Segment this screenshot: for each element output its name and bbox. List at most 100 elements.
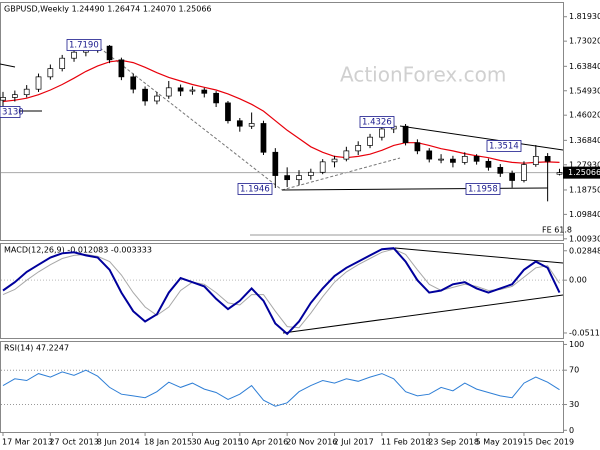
annotation-box [465, 183, 501, 195]
candle-body [11, 94, 18, 98]
x-tick-label: 5 May 2019 [476, 438, 523, 447]
line [2, 59, 560, 164]
annotation-box [359, 116, 395, 128]
main-panel [0, 2, 564, 241]
candle-body [319, 161, 326, 173]
trendline [281, 187, 549, 191]
annotation: 1.1958 [468, 185, 498, 195]
annotation-box [486, 140, 522, 152]
candle-body [461, 156, 468, 163]
x-tick-label: 18 Jan 2015 [144, 438, 192, 447]
x-tick-label: 8 Jun 2014 [97, 438, 140, 447]
candle-body [201, 89, 208, 94]
candle-body [450, 158, 456, 163]
macd-trendline [394, 247, 564, 264]
y-tick-label: 1.63840 [569, 62, 600, 71]
candle-body [177, 87, 184, 92]
candle-body [532, 156, 539, 165]
candle-body [260, 123, 267, 153]
candle-body [106, 45, 113, 61]
y-tick-label: 100 [569, 340, 584, 349]
annotation: FE 61.8 [542, 226, 572, 235]
candle-body [497, 166, 504, 174]
candle-body [367, 136, 373, 146]
y-tick-label: 0.028489 [569, 246, 600, 255]
y-tick-label: 1.46020 [569, 111, 600, 120]
y-tick-label: 1.18750 [569, 185, 600, 194]
price-label-box [563, 166, 600, 179]
rsi-panel [0, 341, 564, 433]
candle-body [189, 89, 196, 92]
candle-body [236, 120, 243, 127]
x-tick-label: 23 Sep 2018 [428, 438, 479, 447]
x-tick-label: 15 Dec 2019 [523, 438, 574, 447]
trendline [0, 63, 16, 68]
panel-title: MACD(12,26,9) -0.012083 -0.003333 [4, 246, 152, 255]
annotation-box [66, 39, 102, 51]
y-tick-label: 1.27930 [569, 160, 600, 169]
candle-body [438, 158, 444, 161]
candle-body [343, 150, 350, 160]
candle-body [213, 92, 219, 104]
y-tick-label: 1.81930 [569, 12, 600, 21]
y-tick-label: 1.00930 [569, 234, 600, 243]
macd-panel [0, 243, 564, 339]
candle-body [154, 95, 160, 102]
candle-body [355, 145, 362, 152]
y-tick-label: 0.00 [569, 276, 587, 285]
line [2, 248, 560, 329]
annotation: 1.4326 [362, 118, 392, 128]
candle-body [544, 156, 551, 162]
candle-body [402, 125, 409, 144]
candle-body [23, 88, 30, 96]
candle-body [165, 87, 172, 97]
line [2, 369, 560, 407]
candle-body [272, 151, 279, 176]
candle-body [473, 156, 480, 162]
annotation: 1.1946 [240, 185, 270, 195]
annotation: 1.7190 [69, 41, 99, 51]
candle-body [307, 171, 314, 176]
annotation-box [237, 183, 273, 195]
trendline [99, 47, 283, 191]
x-tick-label: 11 Feb 2018 [381, 438, 431, 447]
candle-body [426, 150, 433, 160]
candle-body [379, 128, 385, 138]
annotation: 3130 [2, 108, 24, 118]
y-tick-label: 0 [569, 426, 574, 435]
candle-body [142, 88, 148, 102]
candle-body [509, 173, 515, 181]
y-tick-label: 1.36840 [569, 136, 600, 145]
panel-title: RSI(14) 47.2247 [4, 344, 69, 353]
candle-body [485, 160, 492, 168]
y-tick-label: 30 [569, 400, 579, 409]
candle-body [35, 76, 42, 90]
y-tick-label: -0.051125 [569, 328, 600, 337]
line [2, 247, 561, 336]
candle-body [130, 76, 137, 90]
y-tick-label: 1.09840 [569, 210, 600, 219]
x-tick-label: 20 Nov 2016 [286, 438, 337, 447]
candle-body [556, 172, 563, 175]
annotation: 1.3514 [489, 142, 519, 152]
y-tick-label: 70 [569, 366, 579, 375]
candle-body [248, 123, 255, 127]
x-tick-label: 17 Mar 2013 [2, 438, 53, 447]
annotation-box [0, 106, 21, 118]
candle-body [118, 59, 125, 78]
y-tick-label: 1.54930 [569, 86, 600, 95]
candle-body [284, 175, 291, 181]
x-tick-label: 2 Jul 2017 [334, 438, 374, 447]
trendlines [0, 47, 564, 334]
macd-trendline [282, 294, 564, 334]
x-tick-label: 10 Apr 2016 [239, 438, 288, 447]
candle-body [414, 142, 421, 152]
trendline [281, 157, 401, 191]
candle-body [296, 175, 302, 181]
price-label: 1.25066 [568, 168, 600, 177]
candle-body [71, 51, 77, 59]
candle-body [331, 158, 338, 163]
candle-body [521, 164, 527, 181]
candle-body [0, 97, 6, 101]
